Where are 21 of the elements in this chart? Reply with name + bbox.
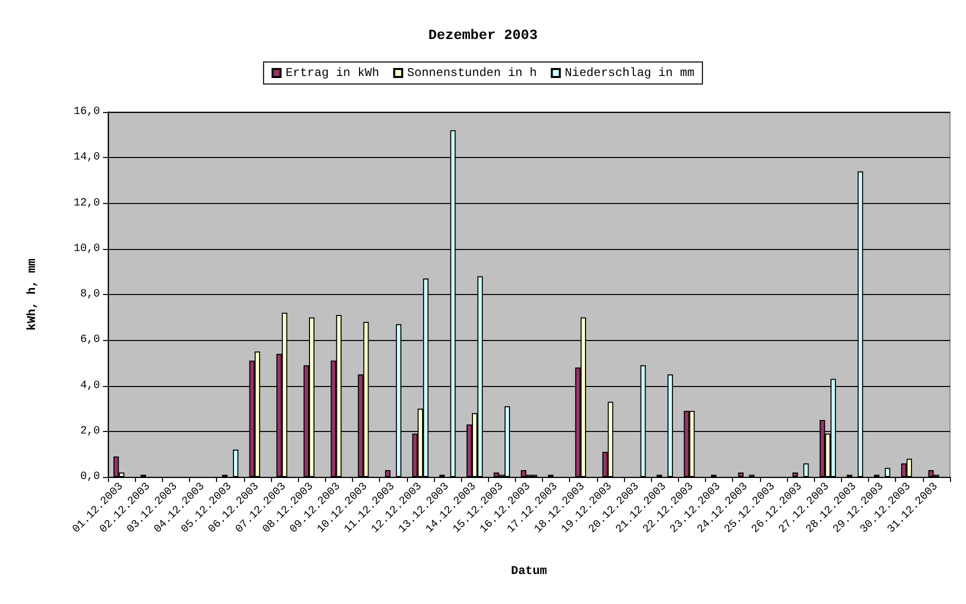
y-axis-title: kWh, h, mm bbox=[25, 258, 39, 331]
bar bbox=[738, 472, 744, 477]
y-tick-label: 0,0 bbox=[80, 471, 100, 483]
bar bbox=[792, 472, 798, 477]
bar bbox=[385, 470, 390, 477]
y-tick-label: 6,0 bbox=[80, 334, 100, 346]
legend-label: Sonnenstunden in h bbox=[407, 66, 537, 80]
chart-title: Dezember 2003 bbox=[428, 28, 538, 44]
y-tick-label: 10,0 bbox=[74, 242, 100, 255]
bar bbox=[803, 463, 809, 477]
bar bbox=[232, 450, 238, 477]
x-axis-title: Datum bbox=[510, 564, 548, 578]
y-tick-label: 14,0 bbox=[74, 152, 100, 164]
bar bbox=[884, 468, 890, 477]
legend-label: Ertrag in kWh bbox=[286, 66, 380, 80]
y-tick-label: 4,0 bbox=[80, 380, 100, 392]
y-tick-label: 2,0 bbox=[80, 425, 100, 438]
y-tick-label: 12,0 bbox=[74, 197, 100, 210]
y-tick-label: 8,0 bbox=[80, 288, 100, 300]
legend-label: Niederschlag in mm bbox=[564, 66, 694, 80]
y-tick-label: 16,0 bbox=[74, 106, 100, 118]
